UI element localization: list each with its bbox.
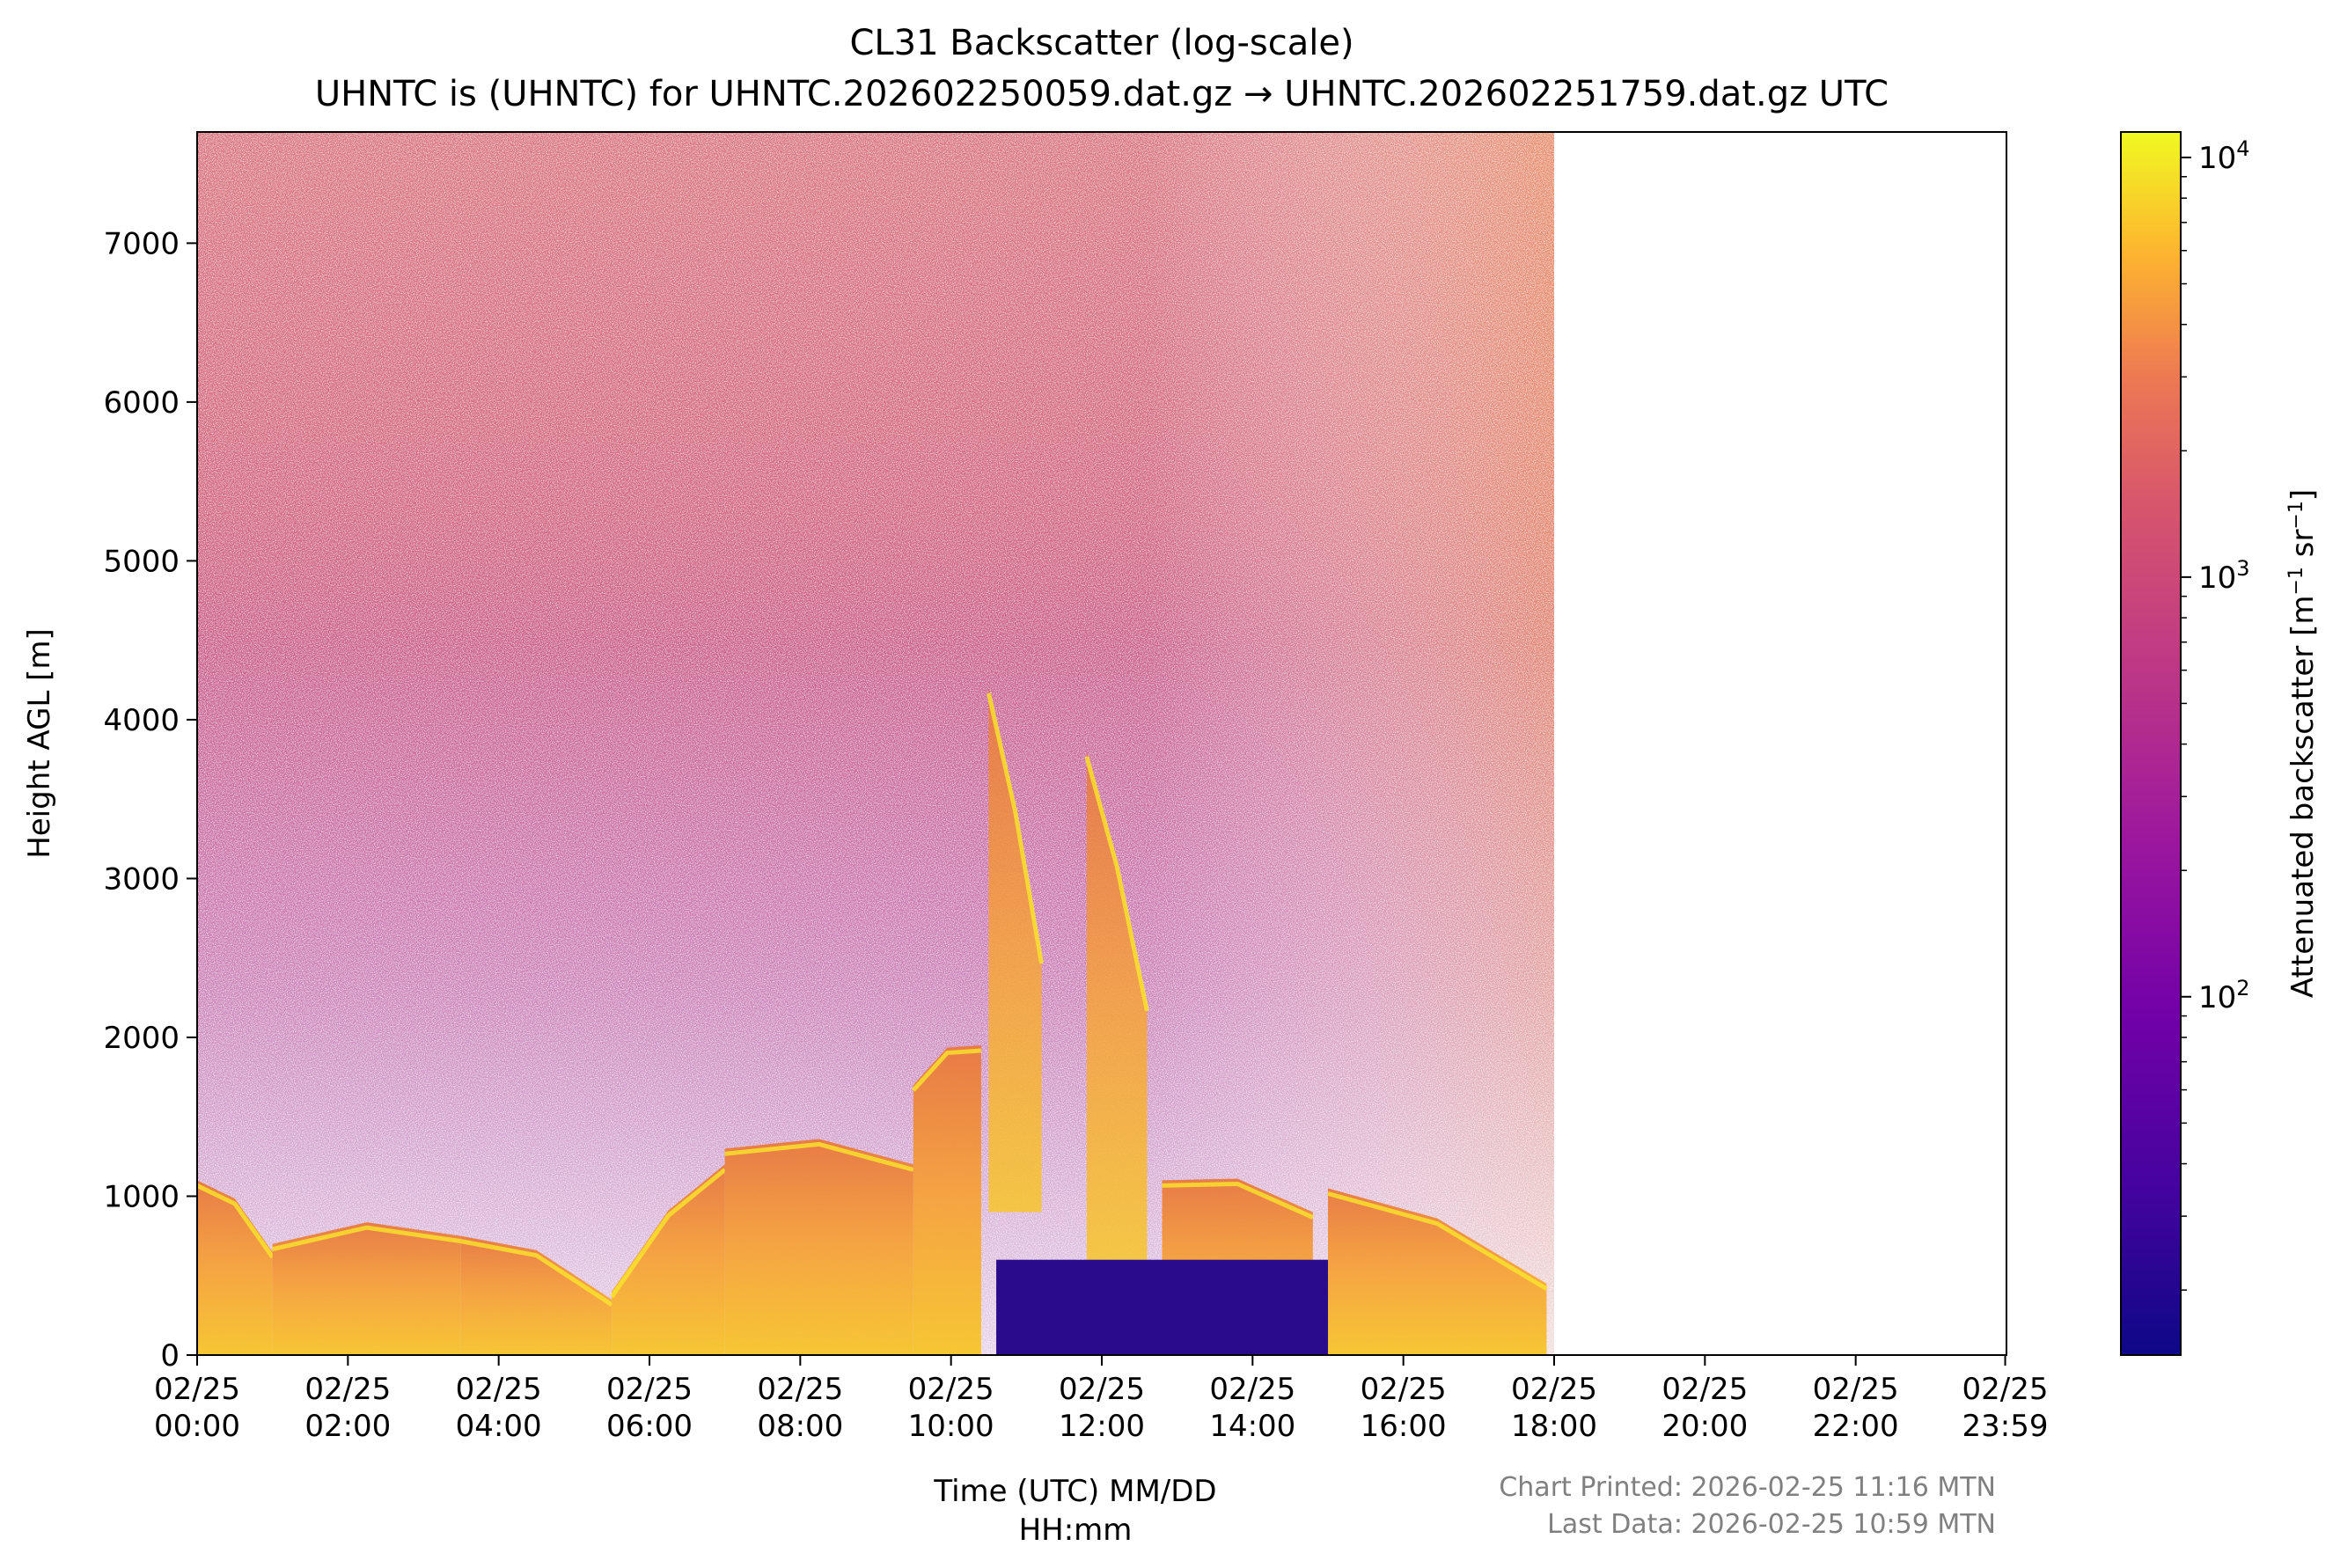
x-axis-label-line2: HH:mm: [1019, 1513, 1133, 1548]
x-tick-label-time: 12:00: [1059, 1409, 1145, 1444]
y-axis-label: Height AGL [m]: [22, 628, 57, 859]
boundary-layer-segment: [1328, 1188, 1547, 1355]
boundary-layer-segment: [724, 1139, 913, 1355]
layer-top-edge: [1162, 1181, 1314, 1220]
x-tick-label-date: 02/25: [456, 1372, 542, 1407]
x-tick-label-time: 00:00: [154, 1409, 240, 1444]
layer-top-edge: [1084, 756, 1149, 1012]
layer-top-edge: [987, 692, 1044, 964]
cloud-plume: [1086, 751, 1148, 1260]
chart-printed-note: Chart Printed: 2026-02-25 11:16 MTN: [1499, 1472, 1996, 1503]
aerosol-layers: [197, 687, 1548, 1355]
x-tick-label-date: 02/25: [908, 1372, 994, 1407]
x-tick-label-time: 18:00: [1511, 1409, 1597, 1444]
y-tick-label: 4000: [103, 703, 180, 738]
y-tick-label: 5000: [103, 544, 180, 579]
y-tick-label: 2000: [103, 1021, 180, 1056]
heatmap-area: [197, 132, 1554, 1355]
x-tick-label-date: 02/25: [1661, 1372, 1748, 1407]
x-tick-label-date: 02/25: [304, 1372, 391, 1407]
x-tick-label-date: 02/25: [1511, 1372, 1597, 1407]
x-tick-label-time: 23:59: [1962, 1409, 2049, 1444]
colorbar-label: Attenuated backscatter [m−1 sr−1]: [2285, 489, 2322, 998]
layer-top-edge: [1327, 1191, 1548, 1291]
boundary-layer-segment: [913, 1044, 981, 1355]
heatmap-speckle: [197, 132, 1554, 1355]
colorbar: [2120, 131, 2182, 1356]
colorbar-label-end: ]: [2285, 489, 2321, 501]
layer-top-edge: [911, 1048, 982, 1092]
x-tick-label-date: 02/25: [757, 1372, 843, 1407]
x-tick-label-time: 02:00: [304, 1409, 391, 1444]
y-tick-label: 7000: [103, 226, 180, 261]
colorbar-label-exp2: −1: [2285, 501, 2307, 529]
x-tick-label-date: 02/25: [1059, 1372, 1145, 1407]
y-tick-label: 0: [160, 1338, 180, 1374]
x-tick-label-date: 02/25: [154, 1372, 240, 1407]
clear-air-low-signal: [996, 1259, 1328, 1355]
boundary-layer-segment: [197, 1180, 273, 1355]
layer-top-edge: [610, 1168, 727, 1299]
colorbar-tick-label: 103: [2198, 556, 2250, 596]
x-axis-label: Time (UTC) MM/DD: [933, 1474, 1216, 1509]
chart-subtitle: UHNTC is (UHNTC) for UHNTC.202602250059.…: [315, 74, 1889, 114]
boundary-layer-segment: [460, 1235, 613, 1355]
x-tick-label-time: 14:00: [1209, 1409, 1295, 1444]
y-tick-label: 6000: [103, 385, 180, 421]
x-tick-label-time: 22:00: [1813, 1409, 1899, 1444]
last-data-note: Last Data: 2026-02-25 10:59 MTN: [1547, 1509, 1996, 1540]
layer-top-edge: [724, 1141, 914, 1172]
y-tick-label: 1000: [103, 1179, 180, 1214]
x-tick-label-time: 16:00: [1361, 1409, 1447, 1444]
x-tick-label-time: 04:00: [456, 1409, 542, 1444]
x-axis-ticks: 02/2500:0002/2502:0002/2504:0002/2506:00…: [154, 1355, 2049, 1444]
colorbar-label-mid: sr: [2285, 530, 2321, 568]
x-tick-label-date: 02/25: [606, 1372, 693, 1407]
colorbar-label-exp1: −1: [2285, 567, 2307, 595]
layer-top-edge: [272, 1225, 462, 1252]
y-tick-label: 3000: [103, 861, 180, 897]
colorbar-tick-label: 104: [2198, 136, 2250, 176]
x-tick-label-date: 02/25: [1361, 1372, 1447, 1407]
chart-title: CL31 Backscatter (log-scale): [849, 23, 1353, 63]
x-tick-label-date: 02/25: [1813, 1372, 1899, 1407]
x-tick-label-time: 20:00: [1661, 1409, 1748, 1444]
layer-top-edge: [197, 1183, 275, 1259]
colorbar-tick-label: 102: [2198, 976, 2250, 1015]
x-tick-label-time: 08:00: [757, 1409, 843, 1444]
x-tick-label-date: 02/25: [1962, 1372, 2049, 1407]
boundary-layer-segment: [272, 1222, 461, 1355]
x-tick-label-time: 10:00: [908, 1409, 994, 1444]
x-tick-label-date: 02/25: [1209, 1372, 1295, 1407]
y-axis-ticks: 0 1000 2000 3000 4000 5000 6000 7000: [103, 226, 197, 1374]
colorbar-label-main: Attenuated backscatter [m: [2285, 596, 2321, 999]
x-tick-label-time: 06:00: [606, 1409, 693, 1444]
boundary-layer-segment: [612, 1164, 725, 1355]
cloud-plume: [988, 687, 1042, 1213]
layer-top-edge: [460, 1239, 613, 1307]
colorbar-ticks: 102 103 104: [2181, 136, 2250, 1291]
